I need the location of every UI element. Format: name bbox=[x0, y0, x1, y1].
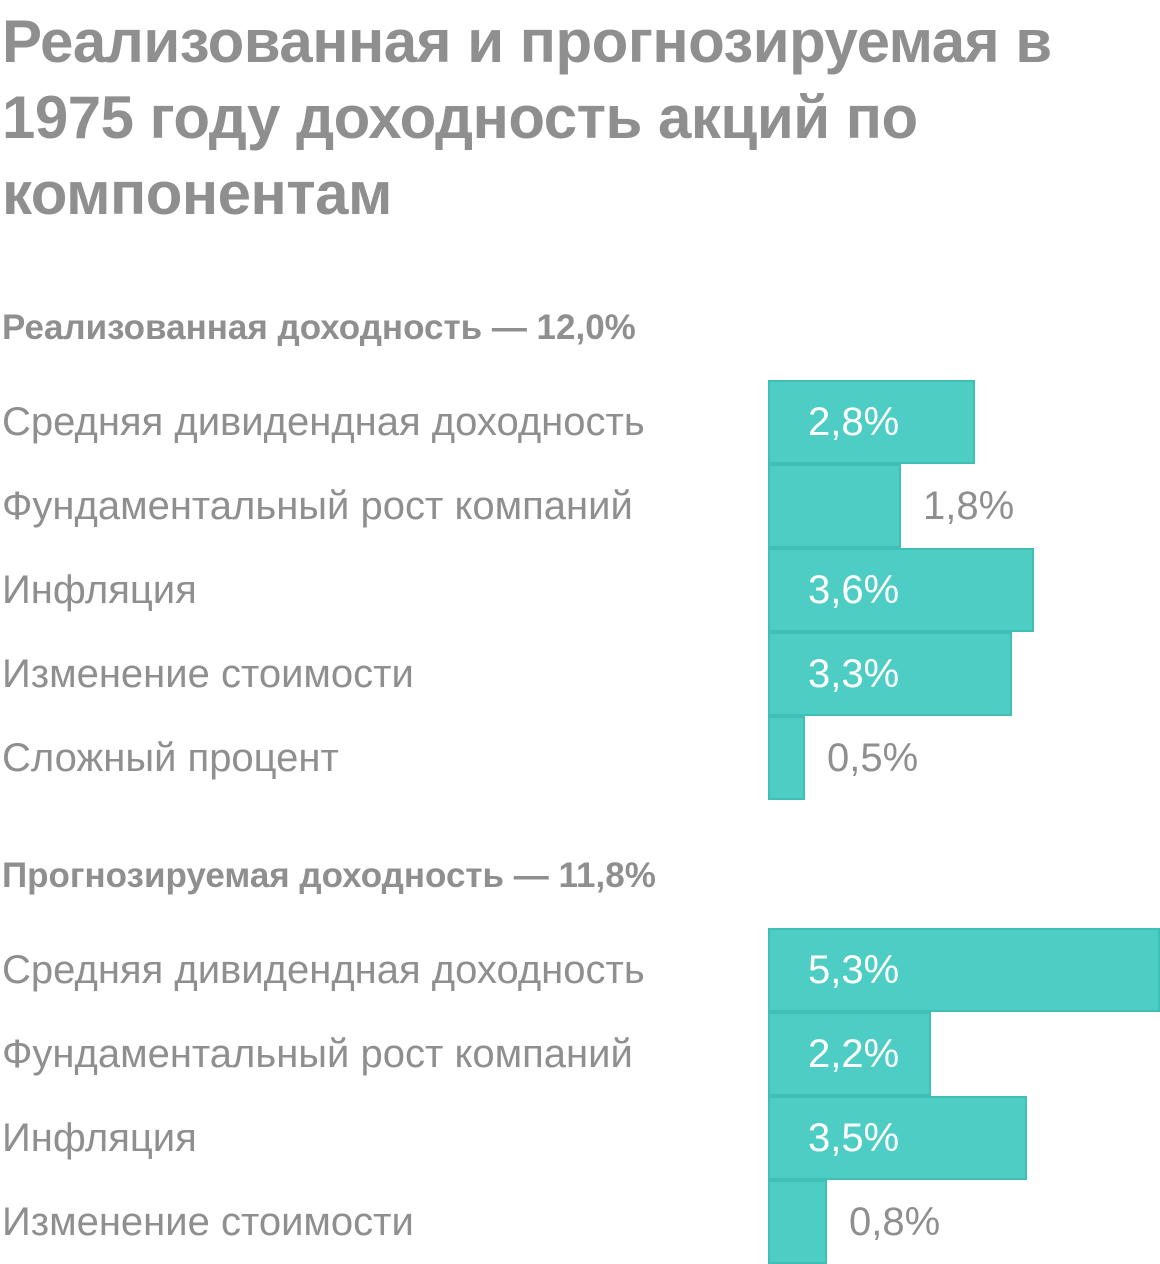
category-label: Сложный процент bbox=[2, 736, 339, 780]
value-label: 3,6% bbox=[808, 568, 900, 612]
chart-title: Реализованная и прогнозируемая в 1975 го… bbox=[2, 8, 1052, 227]
value-label: 3,5% bbox=[808, 1116, 900, 1160]
category-label: Фундаментальный рост компаний bbox=[2, 484, 633, 528]
bar bbox=[768, 1096, 1027, 1180]
bar bbox=[768, 632, 1012, 716]
category-label: Средняя дивидендная доходность bbox=[2, 400, 645, 444]
value-label: 3,3% bbox=[808, 652, 900, 696]
category-label: Инфляция bbox=[2, 1116, 197, 1160]
value-label: 0,5% bbox=[827, 736, 919, 780]
bar bbox=[768, 380, 975, 464]
category-label: Средняя дивидендная доходность bbox=[2, 948, 645, 992]
category-label: Изменение стоимости bbox=[2, 1200, 414, 1244]
bar bbox=[768, 928, 1160, 1012]
bar bbox=[768, 1012, 931, 1096]
value-label: 1,8% bbox=[923, 484, 1015, 528]
value-label: 0,8% bbox=[849, 1200, 941, 1244]
bar bbox=[768, 464, 901, 548]
bar bbox=[768, 716, 805, 800]
section-heading: Реализованная доходность — 12,0% bbox=[2, 308, 636, 347]
value-label: 5,3% bbox=[808, 948, 900, 992]
section-heading: Прогнозируемая доходность — 11,8% bbox=[2, 856, 656, 895]
bar bbox=[768, 548, 1034, 632]
category-label: Инфляция bbox=[2, 568, 197, 612]
bar bbox=[768, 1180, 827, 1264]
category-label: Изменение стоимости bbox=[2, 652, 414, 696]
value-label: 2,8% bbox=[808, 400, 900, 444]
category-label: Фундаментальный рост компаний bbox=[2, 1032, 633, 1076]
value-label: 2,2% bbox=[808, 1032, 900, 1076]
